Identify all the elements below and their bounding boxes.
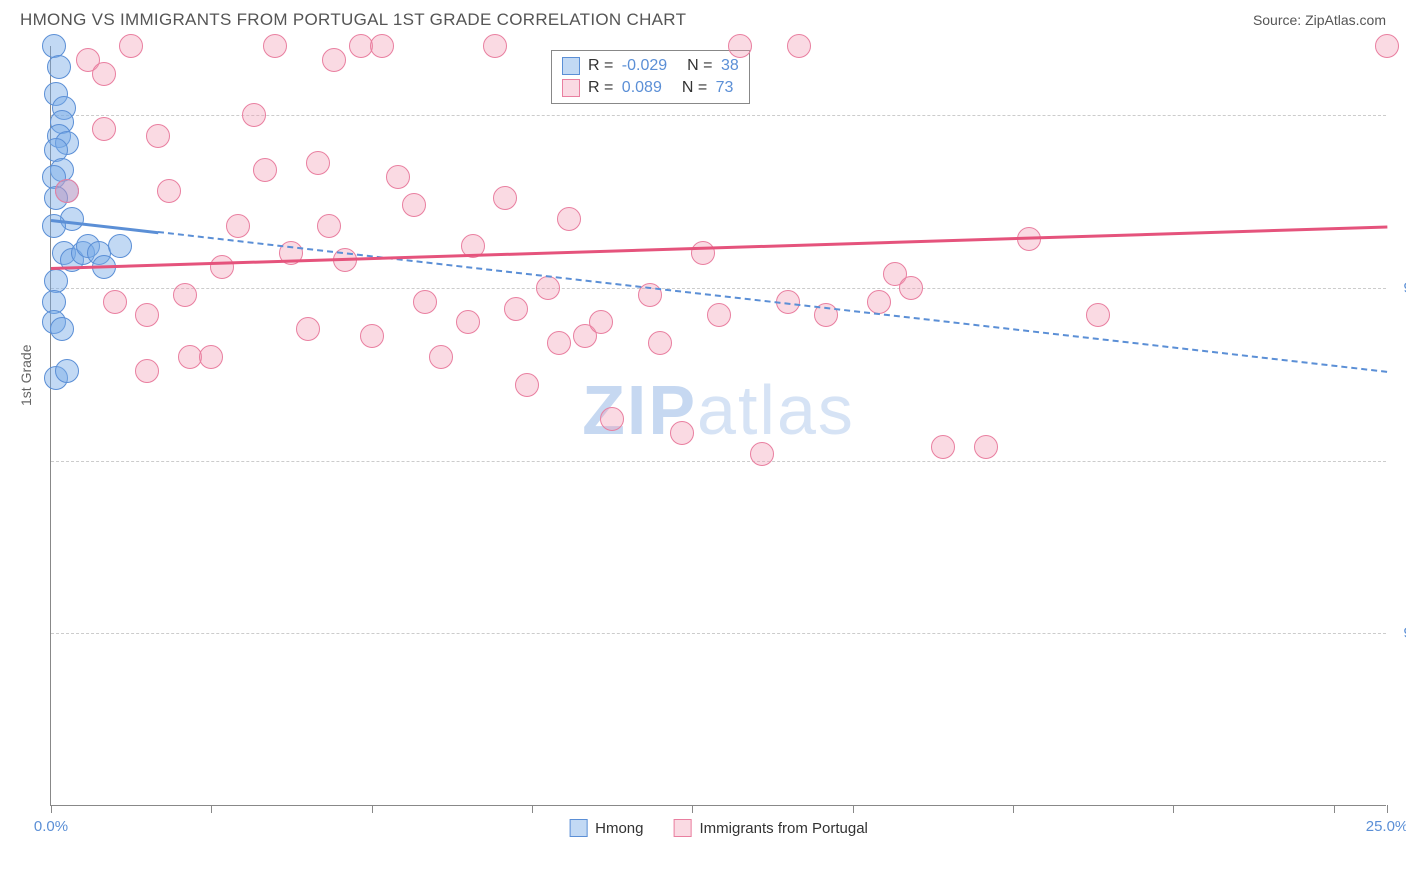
legend-swatch <box>569 819 587 837</box>
gridline <box>51 633 1386 634</box>
data-point <box>253 158 277 182</box>
trend-line <box>51 226 1387 270</box>
legend-label: Hmong <box>595 820 643 837</box>
series-legend: Hmong Immigrants from Portugal <box>569 819 868 837</box>
data-point <box>42 214 66 238</box>
legend-swatch <box>562 57 580 75</box>
data-point <box>306 151 330 175</box>
data-point <box>867 290 891 314</box>
legend-label: Immigrants from Portugal <box>699 820 867 837</box>
data-point <box>1375 34 1399 58</box>
x-tick <box>51 805 52 813</box>
data-point <box>931 435 955 459</box>
data-point <box>317 214 341 238</box>
data-point <box>135 303 159 327</box>
data-point <box>119 34 143 58</box>
legend-swatch <box>562 79 580 97</box>
x-tick <box>372 805 373 813</box>
data-point <box>92 62 116 86</box>
data-point <box>600 407 624 431</box>
x-tick <box>1013 805 1014 813</box>
data-point <box>974 435 998 459</box>
data-point <box>648 331 672 355</box>
data-point <box>515 373 539 397</box>
data-point <box>173 283 197 307</box>
data-point <box>296 317 320 341</box>
data-point <box>242 103 266 127</box>
data-point <box>728 34 752 58</box>
data-point <box>670 421 694 445</box>
data-point <box>429 345 453 369</box>
stats-legend-row: R = 0.089 N = 73 <box>562 77 739 99</box>
data-point <box>504 297 528 321</box>
data-point <box>92 117 116 141</box>
gridline <box>51 461 1386 462</box>
x-tick <box>692 805 693 813</box>
data-point <box>493 186 517 210</box>
source-label: Source: ZipAtlas.com <box>1253 12 1386 28</box>
x-tick-label: 0.0% <box>34 818 68 835</box>
data-point <box>360 324 384 348</box>
data-point <box>547 331 571 355</box>
x-tick <box>1387 805 1388 813</box>
x-tick <box>211 805 212 813</box>
legend-swatch <box>673 819 691 837</box>
x-tick <box>1173 805 1174 813</box>
data-point <box>146 124 170 148</box>
data-point <box>386 165 410 189</box>
legend-item: Hmong <box>569 819 643 837</box>
data-point <box>750 442 774 466</box>
data-point <box>50 317 74 341</box>
stats-legend: R = -0.029 N = 38 R = 0.089 N = 73 <box>551 50 750 104</box>
data-point <box>413 290 437 314</box>
y-axis-label: 1st Grade <box>18 345 34 406</box>
gridline <box>51 288 1386 289</box>
data-point <box>899 276 923 300</box>
data-point <box>226 214 250 238</box>
legend-r-label: R = 0.089 <box>588 79 662 97</box>
data-point <box>55 359 79 383</box>
chart-plot-area: ZIPatlas R = -0.029 N = 38 R = 0.089 N = 73… <box>50 46 1386 806</box>
data-point <box>536 276 560 300</box>
data-point <box>135 359 159 383</box>
stats-legend-row: R = -0.029 N = 38 <box>562 55 739 77</box>
data-point <box>691 241 715 265</box>
x-tick <box>1334 805 1335 813</box>
x-tick <box>853 805 854 813</box>
data-point <box>787 34 811 58</box>
data-point <box>103 290 127 314</box>
data-point <box>707 303 731 327</box>
watermark: ZIPatlas <box>582 370 855 450</box>
data-point <box>157 179 181 203</box>
data-point <box>456 310 480 334</box>
legend-n-label: N = 73 <box>682 79 734 97</box>
data-point <box>483 34 507 58</box>
data-point <box>199 345 223 369</box>
data-point <box>47 55 71 79</box>
legend-r-label: R = -0.029 <box>588 57 667 75</box>
data-point <box>210 255 234 279</box>
data-point <box>1086 303 1110 327</box>
data-point <box>108 234 132 258</box>
data-point <box>322 48 346 72</box>
legend-item: Immigrants from Portugal <box>673 819 867 837</box>
data-point <box>402 193 426 217</box>
data-point <box>557 207 581 231</box>
legend-n-label: N = 38 <box>687 57 739 75</box>
x-tick-label: 25.0% <box>1366 818 1406 835</box>
trend-line <box>158 231 1387 373</box>
data-point <box>589 310 613 334</box>
data-point <box>370 34 394 58</box>
chart-title: HMONG VS IMMIGRANTS FROM PORTUGAL 1ST GR… <box>20 10 686 30</box>
data-point <box>55 179 79 203</box>
x-tick <box>532 805 533 813</box>
data-point <box>263 34 287 58</box>
